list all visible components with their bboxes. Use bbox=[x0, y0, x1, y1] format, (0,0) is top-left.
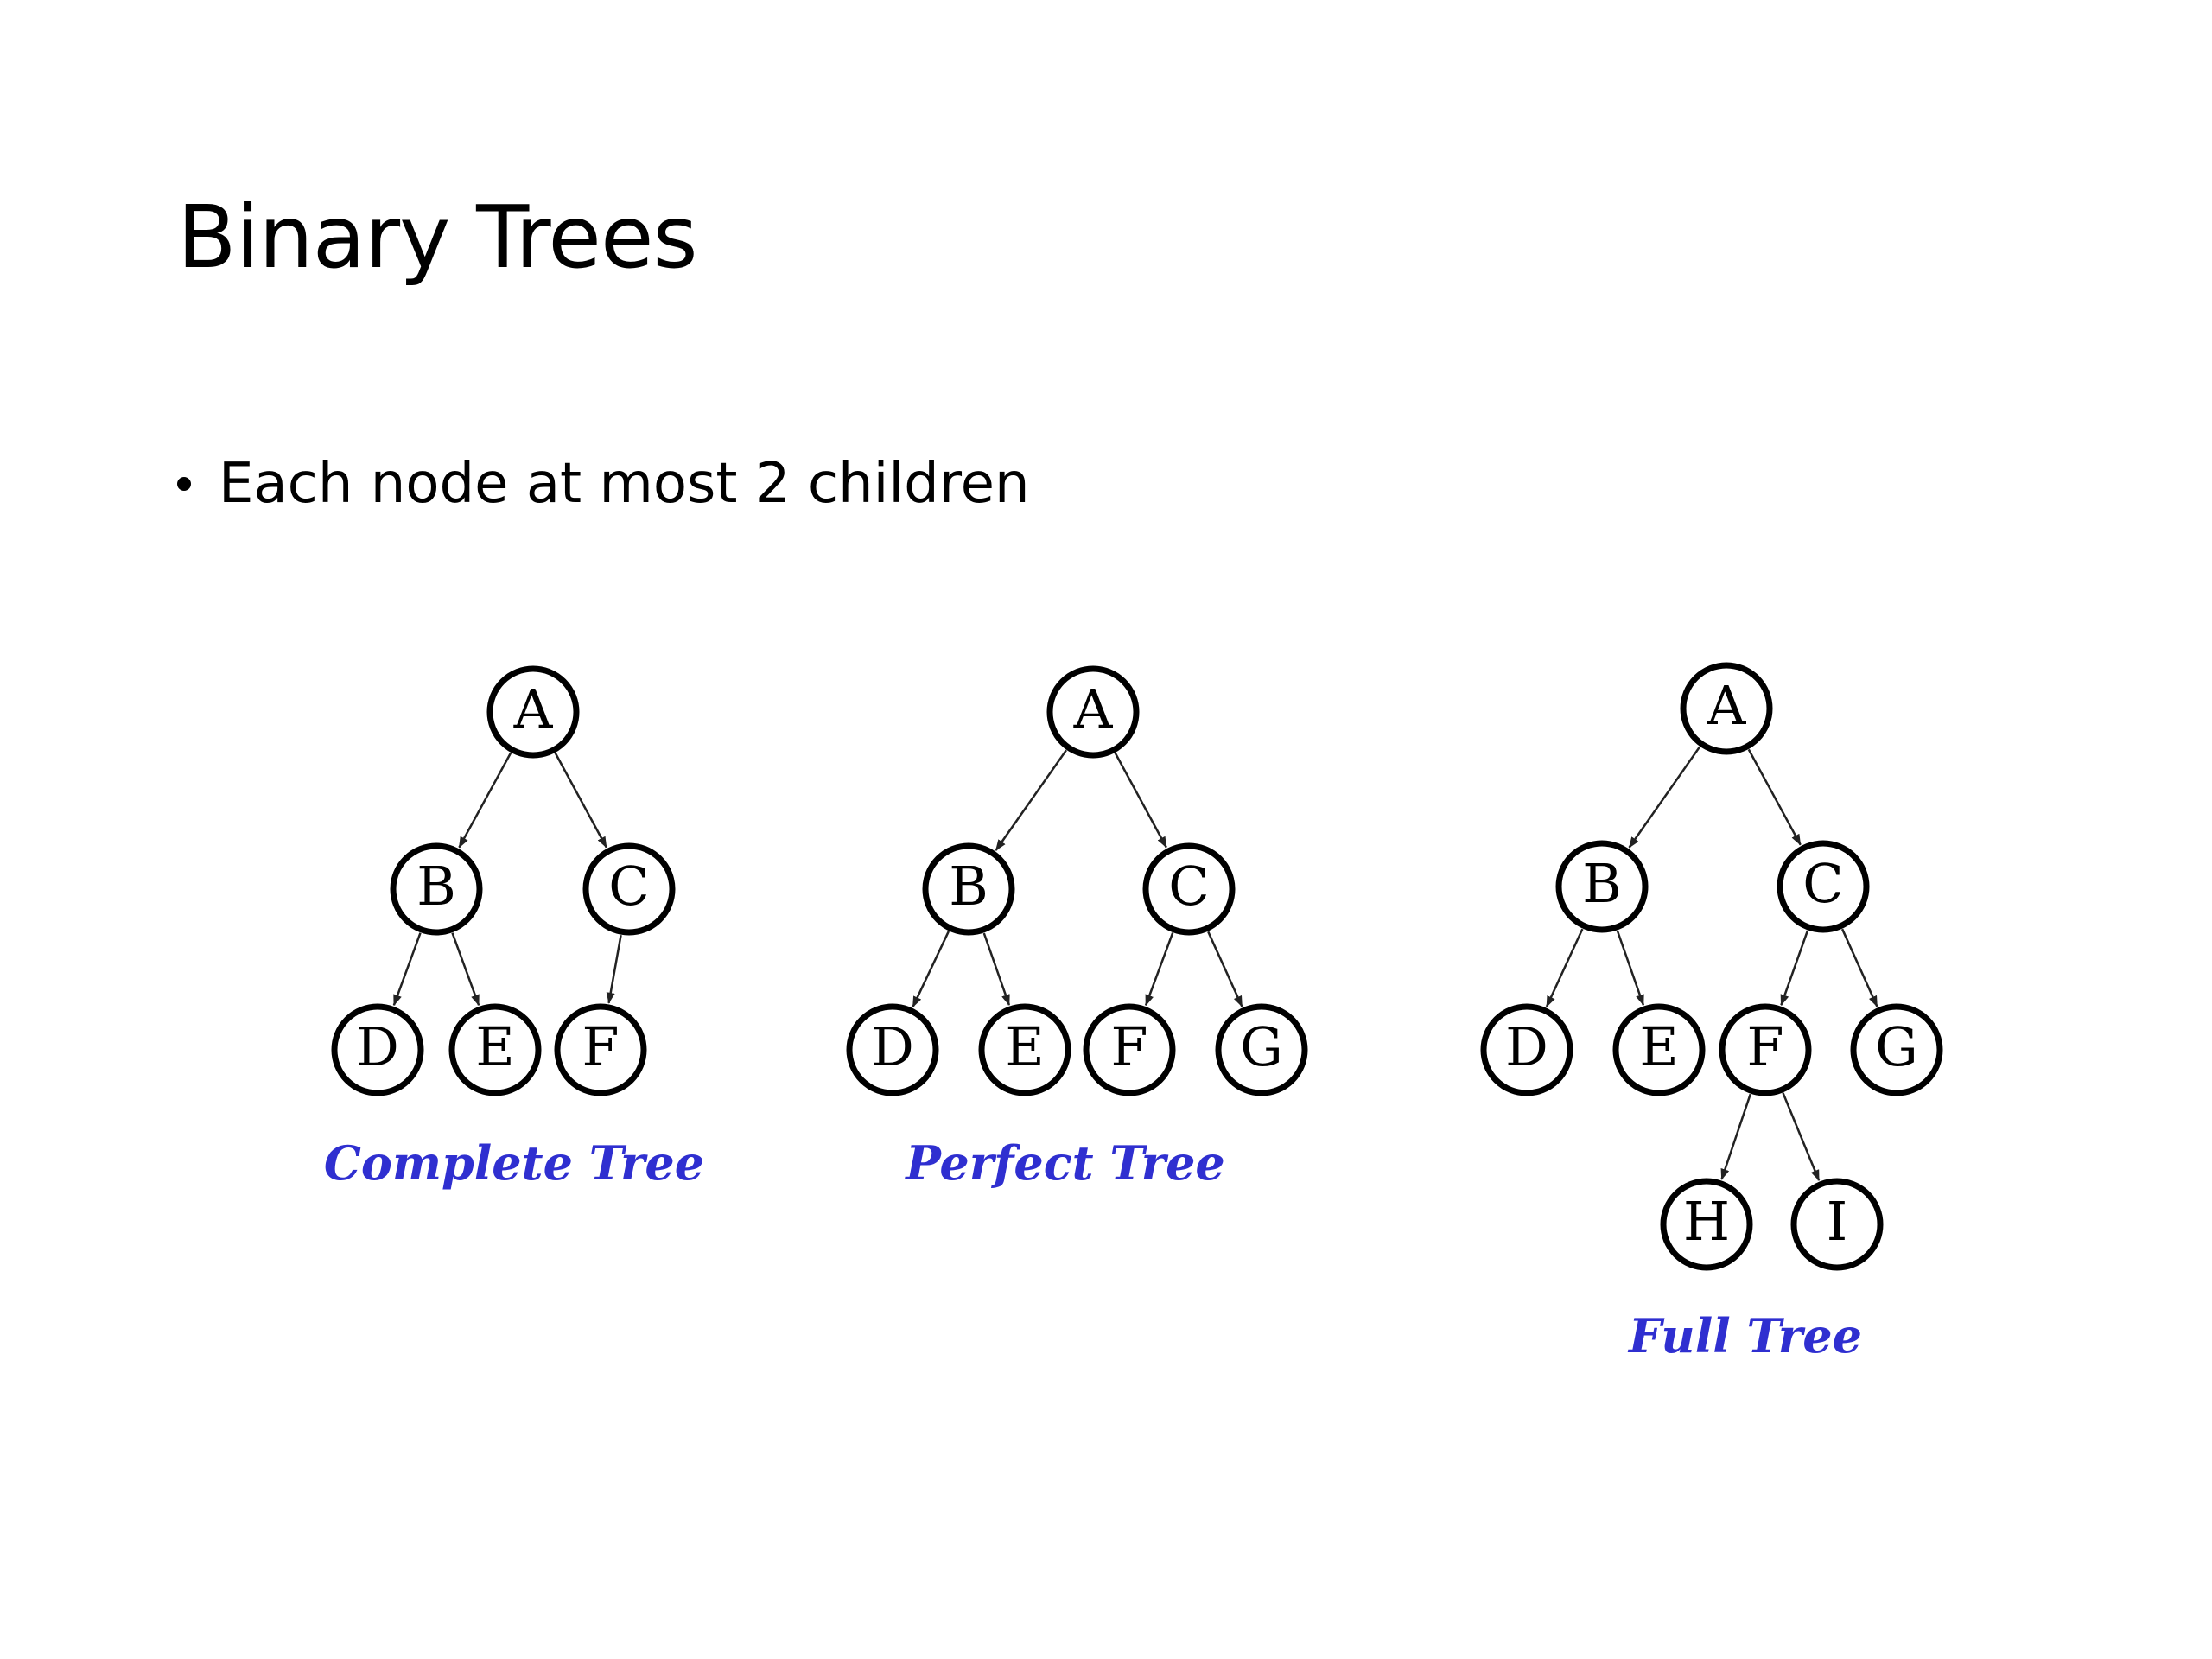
tree-full-tree-edge-f-i bbox=[1782, 1092, 1821, 1182]
node-circle bbox=[1680, 662, 1773, 755]
tree-full-tree-node-e: E bbox=[1612, 1003, 1706, 1096]
node-label: H bbox=[1683, 1190, 1730, 1253]
node-circle bbox=[922, 842, 1015, 936]
tree-perfect-tree-edge-a-b bbox=[995, 749, 1068, 851]
tree-perfect-tree-node-e: E bbox=[978, 1003, 1071, 1096]
node-circle bbox=[448, 1003, 542, 1096]
node-circle bbox=[846, 1003, 939, 1096]
tree-perfect-tree-edge-c-g bbox=[1207, 931, 1243, 1007]
node-circle bbox=[582, 842, 676, 936]
tree-full-tree-node-h: H bbox=[1660, 1178, 1753, 1271]
bullet-text: Each node at most 2 children bbox=[219, 452, 1030, 516]
node-circle bbox=[1083, 1003, 1176, 1096]
node-circle bbox=[1142, 842, 1236, 936]
node-circle bbox=[554, 1003, 647, 1096]
tree-complete-tree-node-e: E bbox=[448, 1003, 542, 1096]
node-label: F bbox=[1110, 1015, 1147, 1078]
tree-perfect-tree-node-c: C bbox=[1142, 842, 1236, 936]
tree-complete-tree-node-c: C bbox=[582, 842, 676, 936]
tree-complete-tree-node-f: F bbox=[554, 1003, 647, 1096]
tree-full-tree-node-a: A bbox=[1680, 662, 1773, 755]
tree-full-tree-edge-c-f bbox=[1780, 930, 1809, 1007]
tree-perfect-tree-edge-a-c bbox=[1114, 752, 1167, 849]
node-circle bbox=[1850, 1003, 1943, 1096]
tree-perfect-tree-node-b: B bbox=[922, 842, 1015, 936]
node-circle bbox=[390, 842, 483, 936]
tree-complete-tree-edge-c-f bbox=[606, 934, 622, 1004]
node-circle bbox=[331, 1003, 424, 1096]
bullet-list: Each node at most 2 children bbox=[177, 454, 1030, 514]
edges-layer bbox=[392, 746, 1878, 1182]
node-label: A bbox=[1073, 677, 1114, 741]
tree-perfect-tree-node-g: G bbox=[1215, 1003, 1308, 1096]
tree-perfect-tree-edge-c-f bbox=[1144, 932, 1174, 1007]
tree-complete-tree-node-d: D bbox=[331, 1003, 424, 1096]
tree-complete-tree-node-a: A bbox=[486, 665, 580, 759]
node-label: C bbox=[1168, 855, 1209, 918]
slide-title: Binary Trees bbox=[177, 187, 698, 288]
tree-complete-tree-edge-a-b bbox=[458, 752, 512, 849]
node-circle bbox=[486, 665, 580, 759]
node-circle bbox=[1660, 1178, 1753, 1271]
tree-complete-tree-edge-b-e bbox=[451, 932, 480, 1007]
tree-full-tree-caption: Full Tree bbox=[1627, 1308, 1862, 1363]
node-label: A bbox=[1707, 674, 1747, 737]
tree-perfect-tree-node-f: F bbox=[1083, 1003, 1176, 1096]
tree-perfect-tree-node-d: D bbox=[846, 1003, 939, 1096]
node-circle bbox=[1777, 840, 1870, 933]
node-label: D bbox=[871, 1015, 914, 1078]
node-circle bbox=[1215, 1003, 1308, 1096]
tree-full-tree-node-f: F bbox=[1719, 1003, 1812, 1096]
node-label: I bbox=[1827, 1190, 1848, 1253]
node-circle bbox=[1555, 840, 1649, 933]
node-label: B bbox=[1582, 852, 1622, 915]
node-circle bbox=[1719, 1003, 1812, 1096]
node-label: G bbox=[1240, 1015, 1283, 1078]
tree-full-tree-edge-f-h bbox=[1720, 1093, 1751, 1180]
tree-full-tree-edge-c-g bbox=[1840, 928, 1878, 1007]
tree-complete-tree-node-b: B bbox=[390, 842, 483, 936]
tree-complete-tree-caption: Complete Tree bbox=[324, 1135, 704, 1191]
tree-complete-tree-edge-b-d bbox=[392, 932, 422, 1007]
node-label: G bbox=[1875, 1015, 1918, 1078]
tree-full-tree-edge-b-e bbox=[1616, 930, 1645, 1007]
tree-perfect-tree-node-a: A bbox=[1046, 665, 1140, 759]
node-label: E bbox=[1005, 1015, 1044, 1078]
captions-layer: Complete Tree Perfect Tree Full Tree bbox=[324, 1135, 1862, 1363]
tree-perfect-tree-caption: Perfect Tree bbox=[904, 1135, 1225, 1191]
tree-perfect-tree-edge-b-d bbox=[912, 931, 950, 1008]
node-label: F bbox=[1746, 1015, 1783, 1078]
bullet-dot-icon bbox=[177, 477, 191, 492]
node-label: B bbox=[949, 855, 988, 918]
tree-perfect-tree-edge-b-e bbox=[982, 932, 1011, 1007]
tree-full-tree-node-b: B bbox=[1555, 840, 1649, 933]
node-label: E bbox=[1639, 1015, 1678, 1078]
node-circle bbox=[1480, 1003, 1573, 1096]
tree-full-tree-edge-a-c bbox=[1747, 748, 1802, 846]
tree-full-tree-node-i: I bbox=[1790, 1178, 1884, 1271]
node-label: D bbox=[356, 1015, 399, 1078]
node-circle bbox=[978, 1003, 1071, 1096]
node-label: F bbox=[582, 1015, 619, 1078]
tree-full-tree-node-c: C bbox=[1777, 840, 1870, 933]
node-label: C bbox=[1802, 852, 1843, 915]
tree-full-tree-edge-b-d bbox=[1545, 928, 1584, 1007]
node-label: A bbox=[513, 677, 554, 741]
node-label: C bbox=[608, 855, 649, 918]
node-circle bbox=[1612, 1003, 1706, 1096]
tree-full-tree-node-d: D bbox=[1480, 1003, 1573, 1096]
node-label: D bbox=[1505, 1015, 1548, 1078]
tree-full-tree-node-g: G bbox=[1850, 1003, 1943, 1096]
tree-full-tree-edge-a-b bbox=[1628, 746, 1701, 849]
node-circle bbox=[1046, 665, 1140, 759]
node-label: E bbox=[475, 1015, 514, 1078]
bullet-item: Each node at most 2 children bbox=[177, 454, 1030, 514]
tree-complete-tree-edge-a-c bbox=[554, 752, 607, 849]
node-label: B bbox=[416, 855, 456, 918]
node-circle bbox=[1790, 1178, 1884, 1271]
nodes-layer: A B C D E F A B C D E F G A B C D E F G H I bbox=[331, 662, 1943, 1271]
